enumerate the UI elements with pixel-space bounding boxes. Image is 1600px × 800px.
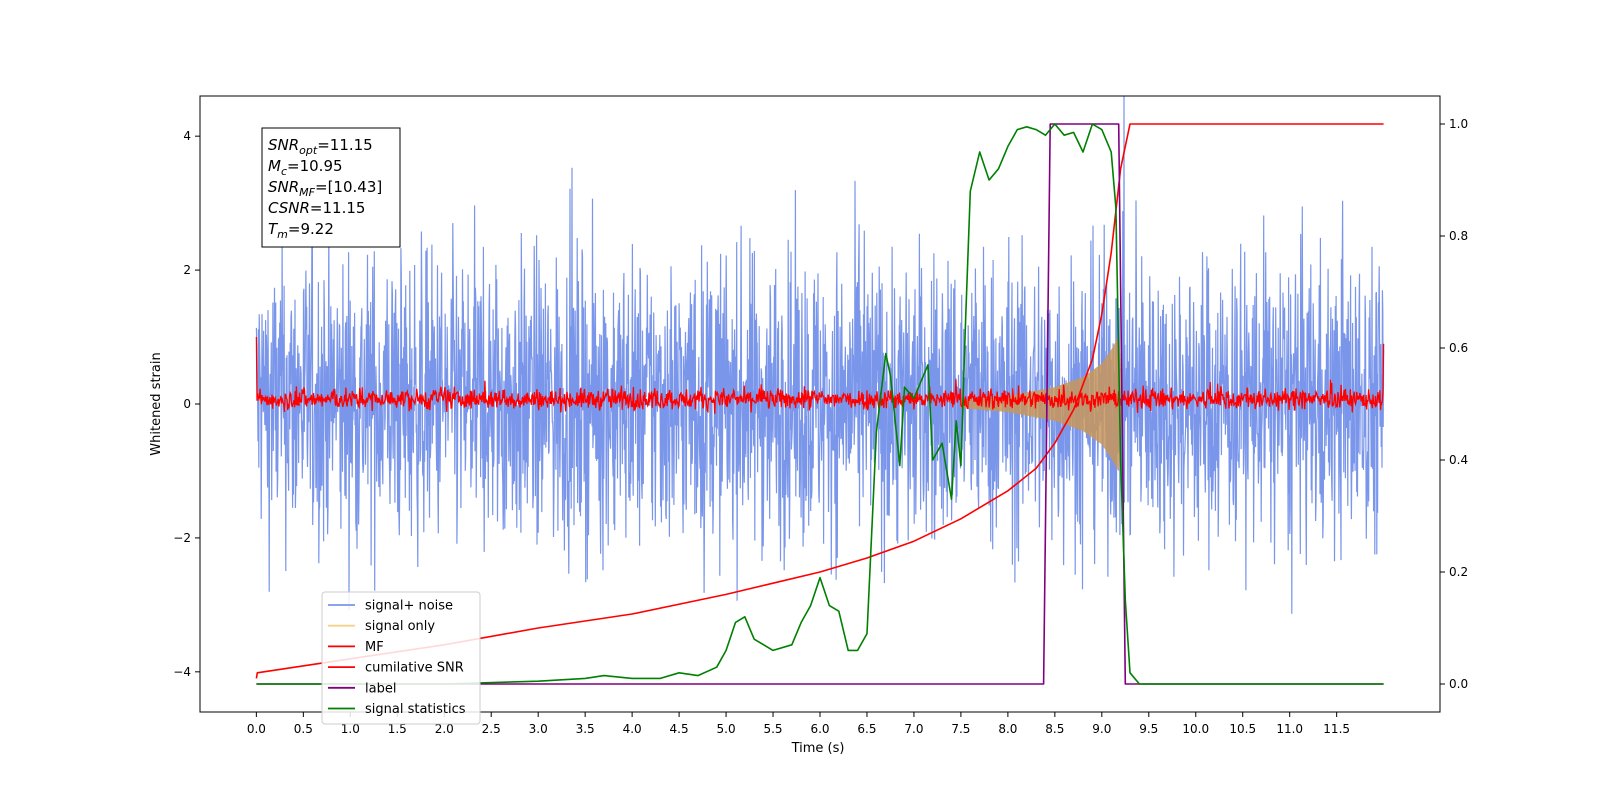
x-tick-label: 2.0: [435, 722, 454, 736]
legend-entry: cumilative SNR: [365, 661, 464, 676]
annotation-box: SNRopt=11.15Mc=10.95SNRMF=[10.43]CSNR=11…: [261, 127, 401, 248]
x-tick-label: 7.5: [951, 722, 970, 736]
x-tick-label: 5.5: [763, 722, 782, 736]
x-tick-label: 11.0: [1276, 722, 1303, 736]
annotation-frame: [261, 127, 401, 248]
y-axis-label-left: Whitened strain: [149, 352, 164, 455]
y-left-tick-label: 4: [183, 129, 191, 143]
y-left-tick-label: 2: [183, 263, 191, 277]
x-tick-label: 3.0: [529, 722, 548, 736]
legend-entry: label: [365, 681, 396, 696]
series-cumulative-snr: [255, 123, 1384, 679]
x-tick-label: 8.0: [998, 722, 1017, 736]
x-tick-label: 9.0: [1092, 722, 1111, 736]
plot-area: [255, 96, 1385, 685]
annotation-line: SNRopt=11.15: [268, 136, 373, 157]
x-tick-label: 4.5: [670, 722, 689, 736]
annotation-line: CSNR=11.15: [268, 199, 365, 217]
x-tick-label: 1.5: [388, 722, 407, 736]
legend-entry: signal statistics: [365, 702, 466, 717]
x-axis-label: Time (s): [791, 741, 845, 756]
legend: signal+ noise signal only MF cumilative SNR…: [321, 591, 481, 725]
y-right-tick-label: 0.8: [1449, 229, 1468, 243]
legend-frame: [321, 591, 481, 725]
x-tick-label: 9.5: [1139, 722, 1158, 736]
x-tick-label: 2.5: [482, 722, 501, 736]
x-tick-label: 6.0: [810, 722, 829, 736]
x-tick-label: 5.0: [717, 722, 736, 736]
x-tick-label: 8.5: [1045, 722, 1064, 736]
y-left-tick-label: −2: [173, 531, 191, 545]
legend-entry: signal+ noise: [365, 599, 453, 614]
x-tick-label: 0.0: [247, 722, 266, 736]
series-signal-only: [960, 337, 1123, 471]
x-tick-label: 10.5: [1229, 722, 1256, 736]
series-mf: [255, 336, 1385, 414]
y-right-tick-label: 0.6: [1449, 341, 1468, 355]
legend-entry: signal only: [365, 619, 435, 634]
y-left-tick-label: 0: [183, 397, 191, 411]
y-right-tick-label: 1.0: [1449, 117, 1468, 131]
annotation-line: Mc=10.95: [268, 157, 343, 178]
x-tick-label: 3.5: [576, 722, 595, 736]
y-right-tick-label: 0.4: [1449, 453, 1468, 467]
y-left-tick-label: −4: [173, 665, 191, 679]
y-right-tick-label: 0.2: [1449, 565, 1468, 579]
series-signal-statistics: [256, 123, 1384, 685]
x-tick-label: 0.5: [294, 722, 313, 736]
x-tick-label: 7.0: [904, 722, 923, 736]
x-tick-label: 11.5: [1323, 722, 1350, 736]
axes: 0.0 0.5 1.0 1.5 2.0 2.5 3.0 3.5 4.0 4.5 5.0 5.5 6.0 6…: [173, 117, 1468, 736]
annotation-line: Tm=9.22: [268, 220, 334, 241]
y-right-tick-label: 0.0: [1449, 677, 1468, 691]
x-tick-label: 6.5: [857, 722, 876, 736]
legend-entry: MF: [365, 640, 384, 655]
x-tick-label: 4.0: [623, 722, 642, 736]
x-tick-label: 1.0: [341, 722, 360, 736]
annotation-line: SNRMF=[10.43]: [268, 178, 382, 199]
x-tick-label: 10.0: [1182, 722, 1209, 736]
